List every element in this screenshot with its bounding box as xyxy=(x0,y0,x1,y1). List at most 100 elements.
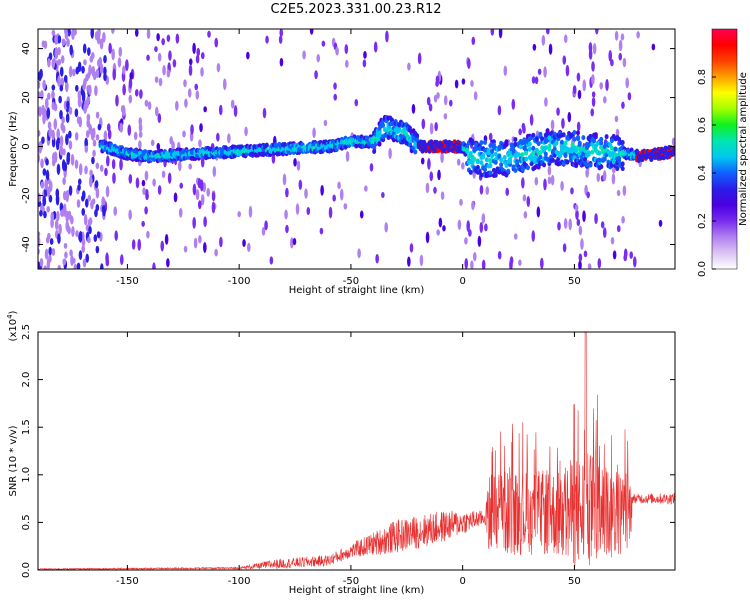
noise-cell xyxy=(625,77,629,89)
noise-cell xyxy=(503,65,508,77)
noise-cell xyxy=(183,245,188,253)
ridge-cell xyxy=(447,147,452,153)
noise-cell xyxy=(333,82,337,90)
ridge-cell xyxy=(540,136,545,142)
noise-cell xyxy=(304,188,308,199)
noise-cell xyxy=(485,186,490,195)
ridge-cell xyxy=(586,142,591,148)
noise-cell xyxy=(171,140,175,151)
noise-cell xyxy=(128,209,132,220)
noise-cell xyxy=(488,132,493,141)
noise-cell xyxy=(82,258,87,268)
x-tick-label: -50 xyxy=(343,276,359,287)
noise-cell xyxy=(60,55,65,64)
noise-cell xyxy=(150,139,155,147)
ridge-cell xyxy=(661,155,666,161)
line-x-axis-label: Height of straight line (km) xyxy=(289,585,425,596)
x-tick-label: -150 xyxy=(116,276,139,287)
noise-cell xyxy=(319,227,324,235)
noise-cell xyxy=(134,89,139,97)
ridge-cell xyxy=(608,151,613,157)
noise-cell xyxy=(48,52,53,61)
noise-cell xyxy=(289,237,294,249)
noise-cell xyxy=(51,90,55,100)
noise-cell xyxy=(59,66,64,77)
noise-cell xyxy=(337,181,341,190)
ridge-cell xyxy=(531,150,536,156)
noise-cell xyxy=(51,129,55,141)
noise-cell xyxy=(362,59,367,68)
noise-cell xyxy=(216,132,220,142)
ridge-cell xyxy=(474,142,479,148)
noise-cell xyxy=(369,163,374,172)
y-tick-label: -40 xyxy=(21,236,32,252)
noise-cell xyxy=(65,210,70,223)
noise-cell xyxy=(112,68,117,81)
noise-cell xyxy=(75,84,79,92)
ridge-cell xyxy=(372,148,377,154)
ridge-cell xyxy=(559,139,564,145)
noise-cell xyxy=(99,263,104,269)
noise-cell xyxy=(73,263,78,269)
noise-cell xyxy=(55,188,60,198)
ridge-cell xyxy=(588,162,593,168)
noise-cell xyxy=(81,238,86,247)
ridge-cell xyxy=(547,143,552,149)
noise-cell xyxy=(57,75,61,87)
noise-cell xyxy=(190,124,194,135)
noise-cell xyxy=(671,137,675,146)
noise-cell xyxy=(41,136,45,145)
x-tick-label: 0 xyxy=(459,576,465,587)
ridge-cell xyxy=(592,138,597,144)
noise-cell xyxy=(567,111,572,123)
noise-cell xyxy=(101,205,106,213)
ridge-cell xyxy=(617,155,622,161)
noise-cell xyxy=(314,70,318,80)
ridge-cell xyxy=(490,148,495,154)
ridge-cell xyxy=(554,140,559,146)
noise-cell xyxy=(621,101,625,109)
y-tick-label: 40 xyxy=(21,42,32,55)
y-tick-label: 1.5 xyxy=(21,419,32,435)
noise-cell xyxy=(59,135,64,147)
noise-cell xyxy=(92,149,96,158)
ridge-cell xyxy=(550,157,555,163)
ridge-cell xyxy=(506,168,511,174)
noise-cell xyxy=(81,90,86,103)
noise-cell xyxy=(146,54,150,61)
noise-cell xyxy=(536,206,541,218)
noise-cell xyxy=(95,162,100,170)
noise-cell xyxy=(118,46,123,57)
noise-cell xyxy=(509,259,513,269)
ridge-cell xyxy=(584,162,589,168)
noise-cell xyxy=(67,29,71,37)
noise-cell xyxy=(344,44,349,55)
noise-cell xyxy=(144,99,149,107)
noise-cell xyxy=(39,210,43,217)
ridge-cell xyxy=(524,156,529,162)
noise-cell xyxy=(442,225,446,232)
ridge-cell xyxy=(513,136,518,142)
noise-cell xyxy=(76,116,81,125)
noise-cell xyxy=(125,59,129,72)
noise-cell xyxy=(207,30,211,38)
noise-cell xyxy=(295,203,300,215)
noise-cell xyxy=(157,113,162,124)
noise-cell xyxy=(106,155,110,167)
noise-cell xyxy=(603,96,607,104)
noise-cell xyxy=(128,94,133,104)
noise-cell xyxy=(62,190,67,201)
ridge-cell xyxy=(593,132,598,138)
noise-cell xyxy=(75,230,79,238)
scale-exponent: 4 xyxy=(6,314,14,319)
noise-cell xyxy=(357,248,361,259)
x-tick-label: -100 xyxy=(228,576,251,587)
noise-cell xyxy=(161,170,166,179)
noise-cell xyxy=(111,29,115,35)
noise-cell xyxy=(144,206,148,215)
noise-cell xyxy=(407,256,411,267)
ridge-cell xyxy=(531,145,536,151)
noise-cell xyxy=(38,106,42,117)
noise-cell xyxy=(113,206,118,216)
noise-cell xyxy=(62,206,66,217)
